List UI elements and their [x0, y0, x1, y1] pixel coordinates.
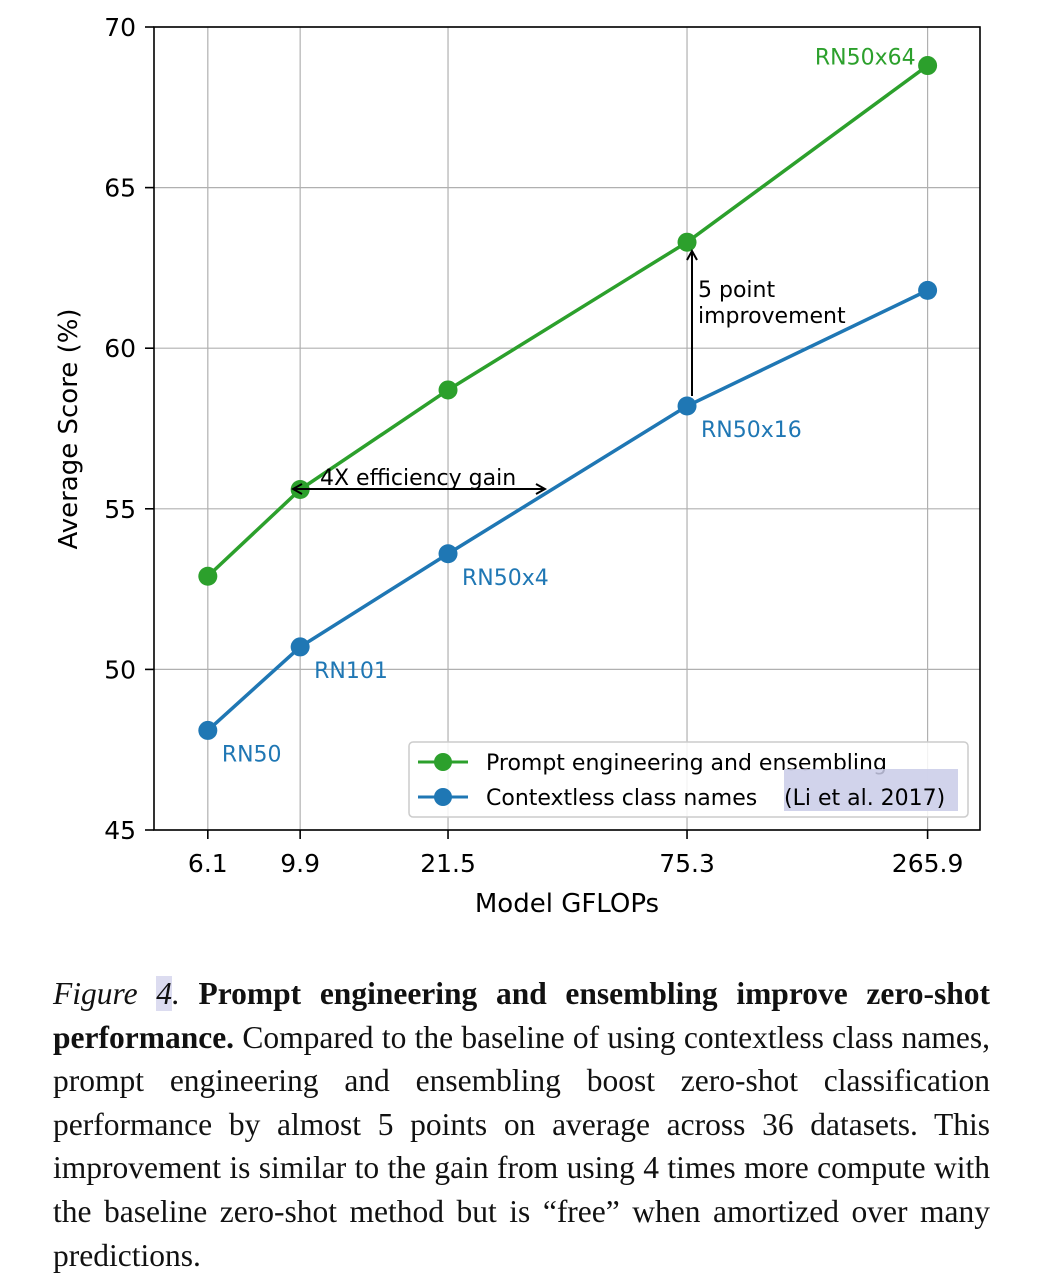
y-tick-label: 70 [104, 13, 136, 42]
point-label: RN101 [314, 659, 388, 684]
y-axis: 45 50 55 60 65 70 [104, 13, 154, 845]
plot-frame [153, 26, 981, 831]
y-tick-label: 65 [104, 174, 136, 203]
x-axis: 6.1 9.9 21.5 75.3 265.9 [188, 830, 963, 878]
caption-figure-number: 4 [156, 976, 172, 1011]
series-1 [198, 280, 938, 740]
x-tick-label: 21.5 [420, 849, 476, 878]
x-axis-label: Model GFLOPs [475, 889, 659, 919]
figure-caption: Figure 4. Prompt engineering and ensembl… [53, 972, 990, 1277]
data-point [677, 396, 697, 416]
data-point [198, 566, 218, 586]
data-point [290, 637, 310, 657]
improvement-annotation-line2: improvement [698, 304, 846, 329]
data-point [918, 280, 938, 300]
data-point [198, 720, 218, 740]
x-tick-label: 9.9 [280, 849, 320, 878]
x-tick-label: 75.3 [659, 849, 715, 878]
point-label: RN50 [222, 742, 282, 767]
point-label: RN50x16 [701, 418, 802, 443]
improvement-annotation-line1: 5 point [698, 278, 775, 303]
legend-citation: (Li et al. 2017) [784, 786, 945, 811]
point-label: RN50x4 [462, 566, 549, 591]
legend-marker-contextless [434, 788, 452, 806]
efficiency-annotation: 4X efficiency gain [320, 466, 516, 491]
point-label: RN50x64 [815, 46, 916, 71]
caption-figure-word: Figure [53, 976, 138, 1011]
x-tick-label: 6.1 [188, 849, 228, 878]
legend-marker-prompt [434, 753, 452, 771]
caption-figure-period: . [171, 976, 180, 1011]
data-point [677, 232, 697, 252]
caption-title: Prompt engineering and ensembling improv… [53, 976, 991, 1055]
caption-body: Compared to the baseline of using contex… [53, 1019, 991, 1273]
data-point [438, 544, 458, 564]
grid-lines [154, 26, 980, 831]
y-tick-label: 55 [104, 495, 136, 524]
legend-highlight [784, 769, 958, 811]
y-tick-label: 45 [104, 816, 136, 845]
y-tick-label: 50 [104, 655, 136, 684]
y-axis-label: Average Score (%) [54, 308, 84, 549]
annotations: 4X efficiency gain 5 point improvement [293, 251, 846, 491]
series-group [198, 56, 938, 740]
legend-label-contextless: Contextless class names [486, 786, 757, 811]
legend: Prompt engineering and ensembling Contex… [408, 741, 969, 818]
x-tick-label: 265.9 [892, 849, 964, 878]
y-tick-label: 60 [104, 334, 136, 363]
point-labels: RN50 RN101 RN50x4 RN50x16 RN50x64 [222, 46, 916, 768]
data-point [918, 56, 938, 76]
data-point [438, 380, 458, 400]
line-chart: 45 50 55 60 65 70 6.1 9.9 21.5 75.3 265.9 Model G… [54, 13, 981, 919]
